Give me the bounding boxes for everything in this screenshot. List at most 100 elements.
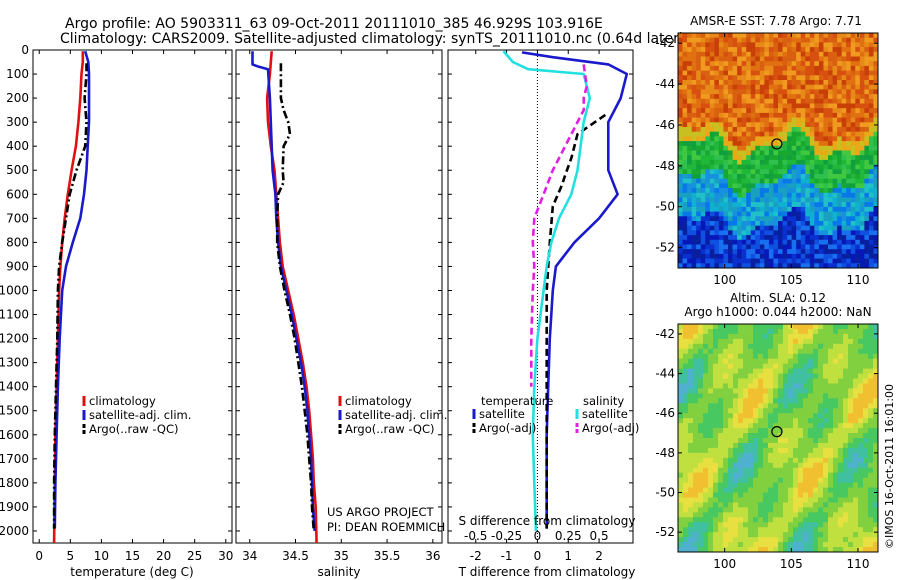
map-cell (782, 51, 788, 57)
map-cell (768, 188, 774, 194)
map-cell (713, 512, 719, 518)
map-cell (841, 192, 847, 198)
map-cell (732, 136, 738, 142)
map-cell (759, 253, 765, 259)
map-cell (782, 216, 788, 222)
map-cell (805, 221, 811, 227)
map-cell (853, 527, 859, 533)
map-cell (800, 192, 806, 198)
map-cell (728, 438, 734, 444)
map-cell (841, 174, 847, 180)
map-cell (800, 150, 806, 156)
map-cell (714, 70, 720, 76)
y-tick-label: 300 (6, 115, 29, 129)
map-cell (733, 423, 739, 429)
map-cell (768, 155, 774, 161)
map-cell (793, 423, 799, 429)
map-cell (778, 202, 783, 208)
map-cell (809, 56, 815, 62)
map-cell (691, 221, 697, 227)
map-cell (873, 413, 879, 419)
map-cell (732, 117, 738, 123)
map-cell (853, 363, 859, 370)
map-cell (863, 408, 869, 414)
map-cell (864, 155, 870, 161)
map-cell (838, 527, 844, 533)
map-cell (873, 338, 879, 345)
map-cell (828, 438, 834, 444)
map-cell (738, 467, 744, 474)
map-cell (738, 517, 744, 523)
map-cell (805, 56, 811, 62)
map-cell (868, 150, 874, 156)
map-cell (809, 230, 815, 236)
map-cell (868, 221, 874, 227)
map-cell (823, 457, 829, 464)
map-cell (868, 98, 874, 104)
map-cell (863, 462, 869, 469)
map-cell (773, 141, 779, 147)
map-cell (858, 333, 864, 340)
map-cell (728, 164, 733, 170)
map-cell (709, 258, 715, 264)
map-cell (723, 502, 729, 508)
map-cell (759, 183, 765, 189)
map-cell (733, 333, 739, 340)
map-cell (738, 507, 744, 513)
map-cell (859, 61, 865, 67)
map-cell (678, 363, 684, 370)
map-cell (864, 65, 870, 71)
map-cell (688, 333, 694, 340)
map-cell (768, 547, 774, 553)
map-cell (868, 108, 874, 114)
map-cell (838, 497, 844, 503)
map-cell (858, 413, 864, 419)
map-cell (709, 61, 715, 67)
map-cell (787, 98, 793, 104)
map-cell (837, 211, 843, 217)
map-cell (709, 239, 715, 245)
map-cell (855, 150, 861, 156)
map-cell (732, 112, 738, 118)
map-cell (818, 258, 824, 264)
map-cell (843, 547, 849, 553)
map-cell (773, 174, 779, 180)
map-cell (814, 103, 820, 109)
map-cell (778, 423, 784, 429)
map-cell (841, 56, 847, 62)
map-cell (798, 517, 804, 523)
map-cell (718, 472, 724, 479)
map-cell (859, 183, 865, 189)
x-tick-label: 10 (94, 549, 109, 563)
map-cell (764, 155, 770, 161)
map-cell (743, 328, 749, 335)
map-cell (708, 393, 714, 399)
map-cell (868, 131, 874, 137)
y-tick-label: 1400 (0, 380, 29, 394)
map-cell (846, 89, 852, 95)
map-cell (753, 492, 759, 498)
map-cell (873, 188, 879, 194)
map-cell (693, 512, 699, 518)
map-cell (858, 328, 864, 335)
map-cell (709, 131, 715, 137)
map-cell (793, 547, 799, 553)
map-cell (833, 472, 839, 479)
map-cell (805, 239, 811, 245)
map-cell (803, 467, 809, 474)
map-cell (738, 324, 744, 330)
map-cell (818, 136, 824, 142)
map-cell (718, 398, 724, 404)
map-cell (764, 258, 770, 264)
map-cell (805, 263, 811, 269)
map-cell (678, 383, 684, 389)
map-cell (796, 56, 802, 62)
map-cell (863, 527, 869, 533)
map-cell (798, 428, 804, 434)
map-cell (678, 462, 684, 469)
map-cell (828, 150, 833, 156)
map-cell (805, 192, 811, 198)
map-cell (837, 188, 843, 194)
map-cell (855, 253, 861, 259)
map-cell (873, 373, 879, 379)
